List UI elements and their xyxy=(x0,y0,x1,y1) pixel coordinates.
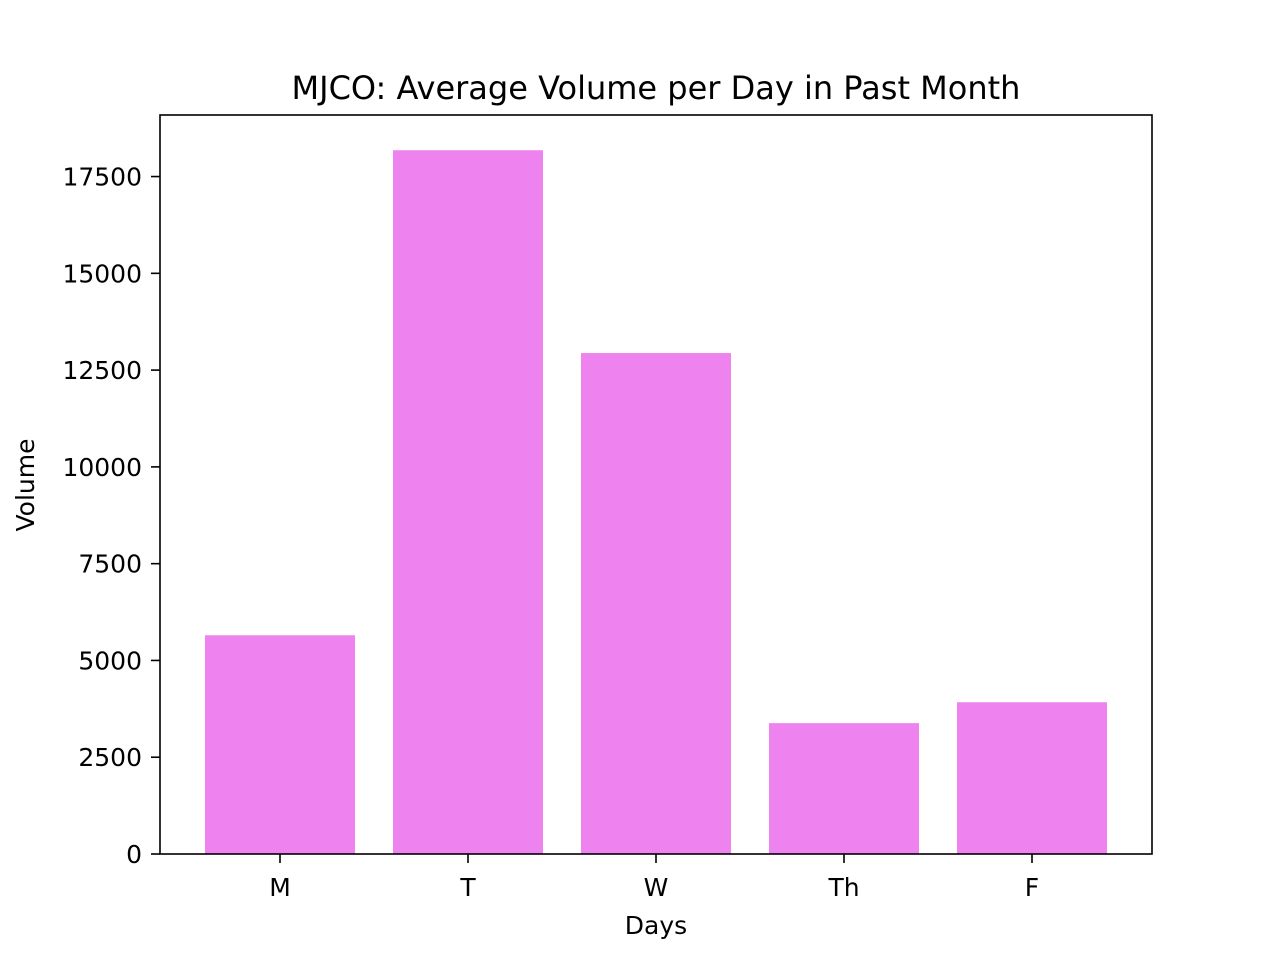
bar-m xyxy=(205,635,355,854)
x-tick-label: W xyxy=(644,873,669,902)
chart-title: MJCO: Average Volume per Day in Past Mon… xyxy=(292,69,1021,107)
y-tick-label: 15000 xyxy=(62,259,142,288)
bar-th xyxy=(769,723,919,854)
y-tick-label: 10000 xyxy=(62,453,142,482)
y-axis-ticks: 0 2500 5000 7500 10000 12500 15000 17500 xyxy=(62,163,160,869)
bar-t xyxy=(393,150,543,854)
x-tick-label: T xyxy=(459,873,476,902)
y-axis-label: Volume xyxy=(11,439,40,532)
bars-layer xyxy=(205,150,1107,854)
y-tick-label: 2500 xyxy=(78,743,142,772)
x-axis-ticks: M T W Th F xyxy=(269,854,1039,902)
bar-f xyxy=(957,702,1107,854)
y-tick-label: 5000 xyxy=(78,646,142,675)
x-tick-label: Th xyxy=(827,873,859,902)
y-tick-label: 7500 xyxy=(78,550,142,579)
y-tick-label: 0 xyxy=(126,840,142,869)
y-tick-label: 17500 xyxy=(62,163,142,192)
x-axis-label: Days xyxy=(625,911,687,940)
y-tick-label: 12500 xyxy=(62,356,142,385)
x-tick-label: M xyxy=(269,873,291,902)
plot-frame xyxy=(159,114,1153,855)
x-tick-label: F xyxy=(1025,873,1039,902)
bar-w xyxy=(581,353,731,854)
